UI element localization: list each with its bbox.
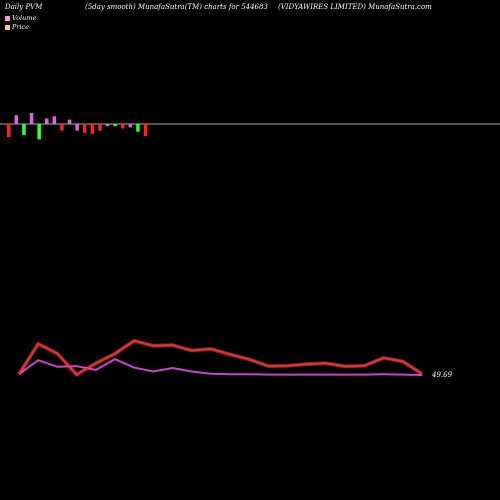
chart-title-middle: (5day smooth) MunafaSutra(TM) charts for…: [85, 3, 268, 11]
volume-bar: [143, 124, 148, 137]
volume-bar: [37, 124, 41, 140]
legend-volume: Volume: [5, 14, 36, 22]
volume-bar: [105, 124, 110, 127]
chart-title-left: Daily PVM: [5, 3, 43, 11]
volume-bars: [7, 113, 148, 140]
price-line: [18, 339, 423, 376]
volume-bar: [67, 119, 72, 124]
volume-bar: [128, 124, 133, 128]
volume-bar: [83, 124, 87, 133]
legend-volume-label: Volume: [12, 14, 37, 22]
volume-bar: [121, 124, 125, 129]
legend-volume-swatch: [5, 15, 10, 21]
volume-bar: [136, 124, 140, 132]
volume-bar: [98, 124, 102, 131]
volume-bar: [14, 115, 19, 124]
volume-bar: [75, 124, 79, 131]
legend-price: Price: [5, 23, 29, 31]
price-line-glow: [17, 338, 424, 378]
volume-bar: [60, 124, 64, 131]
chart-title-right: (VIDYAWIRES LIMITED) MunafaSutra.com: [278, 3, 432, 11]
volume-bar: [90, 124, 95, 134]
volume-bar: [7, 124, 11, 138]
legend-price-swatch: [5, 24, 10, 30]
volume-bar: [22, 124, 26, 135]
volume-bar: [113, 124, 117, 127]
volume-bar: [52, 116, 57, 124]
price-label: 49.69: [431, 371, 453, 379]
volume-bar: [29, 113, 34, 124]
volume-bar: [45, 118, 49, 124]
legend-price-label: Price: [12, 23, 30, 31]
